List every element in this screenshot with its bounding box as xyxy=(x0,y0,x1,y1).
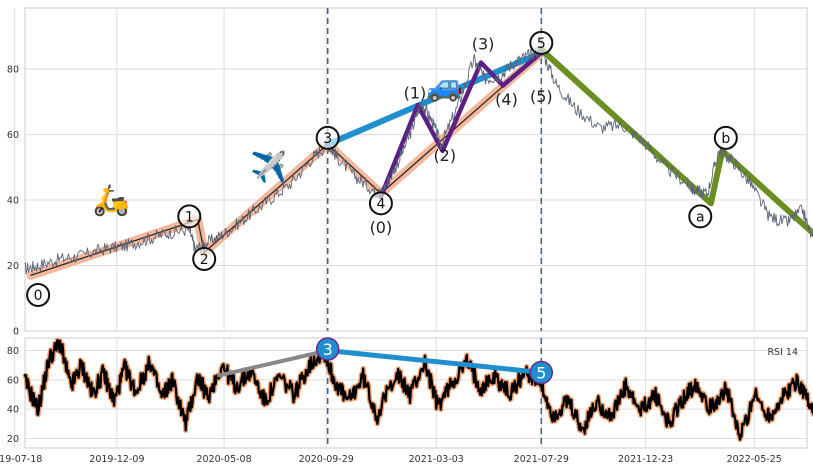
wave-label-circle xyxy=(713,125,738,150)
rsi-marker-3: 3 xyxy=(315,337,340,361)
wave-label-text: a xyxy=(696,209,705,225)
rsi-y-tick-label: 80 xyxy=(7,346,19,357)
rsi-marker-5: 5 xyxy=(529,360,554,385)
x-tick-label: 2021-03-03 xyxy=(409,454,464,465)
rsi-series xyxy=(22,337,813,443)
wave-label-3: 3 xyxy=(315,125,340,150)
wave-label-circle xyxy=(688,204,713,229)
wave-annotation: (1) xyxy=(404,84,427,103)
airplane-icon: ✈️ xyxy=(250,148,287,185)
x-tick-label: 2020-09-29 xyxy=(299,454,354,465)
rsi-y-tick-label: 60 xyxy=(7,375,19,386)
wave-abc-green xyxy=(538,46,813,238)
wave-label-1: 1 xyxy=(177,204,202,229)
wave-label-text: b xyxy=(721,131,730,147)
rsi-y-tick-label: 40 xyxy=(7,405,19,416)
rsi-marker-circle xyxy=(529,360,554,385)
price-panel: 🛵✈️🚙 012345abc(0)(1)(2)(3)(4)(5) 0204060… xyxy=(7,7,813,338)
x-tick-label: 2020-05-08 xyxy=(196,454,251,465)
price-y-tick-label: 20 xyxy=(7,261,19,272)
vertical-markers xyxy=(326,8,543,331)
price-y-tick-label: 80 xyxy=(7,65,19,76)
scooter-icon: 🛵 xyxy=(93,183,130,218)
rsi-trendlines xyxy=(217,348,544,378)
rsi-markers: 35 xyxy=(315,337,554,385)
wave-label-text: 5 xyxy=(537,36,546,52)
price-series xyxy=(24,45,813,275)
x-tick-label: 2019-12-09 xyxy=(89,454,144,465)
wave-annotation: (3) xyxy=(472,34,495,53)
wave-label-a: a xyxy=(688,204,713,229)
rsi-marker-circle xyxy=(315,337,340,361)
rsi-marker-text: 3 xyxy=(323,340,333,359)
rsi-trendline-1 xyxy=(325,348,544,375)
wave-labels: 012345abc(0)(1)(2)(3)(4)(5) xyxy=(26,30,738,307)
rsi-legend: RSI 14 xyxy=(767,347,798,358)
wave-label-5: 5 xyxy=(529,30,554,55)
price-y-tick-label: 60 xyxy=(7,130,19,141)
rsi-plot-area xyxy=(24,337,808,449)
wave-label-circle xyxy=(315,125,340,150)
wave-label-circle xyxy=(368,191,393,216)
wave-label-0: 0 xyxy=(26,282,51,307)
wave-annotation: (4) xyxy=(495,90,518,109)
wave-annotation: (0) xyxy=(370,218,393,237)
price-plot-area xyxy=(24,7,808,332)
wave-label-text: 0 xyxy=(34,288,43,304)
wave-annotation: (5) xyxy=(530,87,553,106)
wave-label-text: 1 xyxy=(185,209,194,225)
price-y-tick-label: 0 xyxy=(13,327,19,338)
wave-label-b: b xyxy=(713,125,738,150)
wave-label-text: 3 xyxy=(323,131,332,147)
x-tick-label: 2019-07-18 xyxy=(0,454,42,465)
wave-sub-purple xyxy=(378,50,544,200)
wave-label-text: 2 xyxy=(200,252,209,268)
wave-label-2: 2 xyxy=(192,246,217,271)
car-icon: 🚙 xyxy=(426,68,463,103)
x-tick-label: 2021-12-23 xyxy=(618,454,673,465)
rsi-marker-text: 5 xyxy=(536,364,546,383)
rsi-line xyxy=(23,339,813,441)
rsi-y-tick-label: 20 xyxy=(7,434,19,445)
wave-label-circle xyxy=(529,30,554,55)
icons: 🛵 ✈️ 🚙 xyxy=(93,68,464,218)
wave-label-4: 4 xyxy=(368,191,393,216)
wave-annotation: (2) xyxy=(433,146,456,165)
x-tick-label: 2021-07-29 xyxy=(514,454,569,465)
price-y-ticks: 0 20 40 60 80 xyxy=(7,65,19,338)
wave-label-text: 4 xyxy=(376,196,385,212)
rsi-y-ticks: 20 40 60 80 xyxy=(7,346,19,445)
x-tick-label: 2022-05-25 xyxy=(727,454,782,465)
wave-label-circle xyxy=(177,204,202,229)
wave-label-circle xyxy=(26,282,51,307)
x-axis-ticks: 2019-07-18 2019-12-09 2020-05-08 2020-09-29… xyxy=(0,454,782,465)
price-y-tick-label: 40 xyxy=(7,196,19,207)
rsi-trendline-0 xyxy=(217,348,330,378)
wave-label-circle xyxy=(192,246,217,271)
price-line xyxy=(24,45,813,275)
